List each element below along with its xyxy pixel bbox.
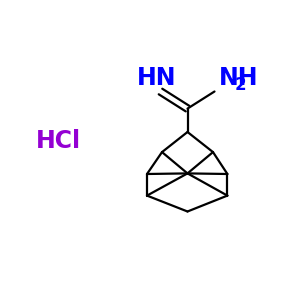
- Text: HN: HN: [136, 66, 176, 90]
- Text: HCl: HCl: [36, 129, 81, 153]
- Text: 2: 2: [235, 76, 246, 94]
- Text: NH: NH: [219, 66, 259, 90]
